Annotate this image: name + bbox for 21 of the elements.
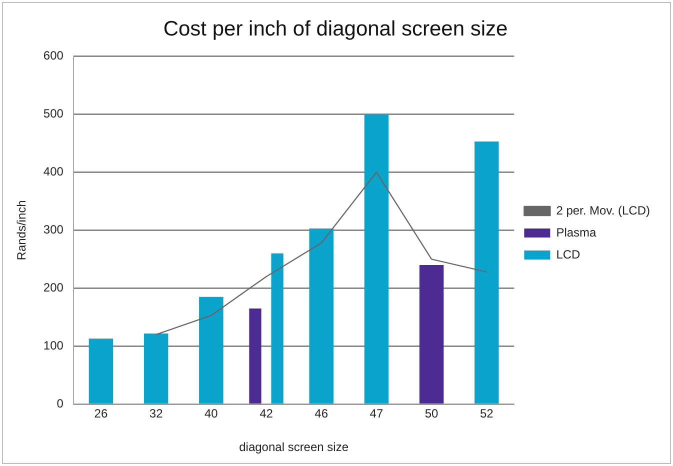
- x-tick-label: 50: [424, 406, 439, 421]
- legend-label: Plasma: [556, 225, 597, 240]
- x-tick-label: 32: [149, 406, 164, 421]
- x-tick-label: 42: [260, 406, 274, 421]
- chart-title: Cost per inch of diagonal screen size: [163, 17, 508, 40]
- legend-label: LCD: [556, 247, 581, 262]
- y-axis-title: Rands/inch: [14, 200, 29, 260]
- legend-label: 2 per. Mov. (LCD): [556, 203, 650, 218]
- x-tick-label: 52: [480, 406, 494, 421]
- y-tick-label: 100: [43, 338, 64, 353]
- x-tick-label: 46: [314, 406, 328, 421]
- y-tick-label: 600: [43, 48, 64, 63]
- y-tick-label: 300: [43, 222, 64, 237]
- x-tick-label: 47: [370, 406, 384, 421]
- x-tick-label: 40: [204, 406, 218, 421]
- x-axis-title: diagonal screen size: [239, 440, 349, 454]
- y-tick-label: 400: [43, 164, 64, 179]
- y-tick-label: 0: [56, 396, 64, 411]
- y-tick-label: 500: [43, 106, 64, 121]
- x-tick-label: 26: [94, 406, 108, 421]
- y-tick-label: 200: [43, 280, 64, 295]
